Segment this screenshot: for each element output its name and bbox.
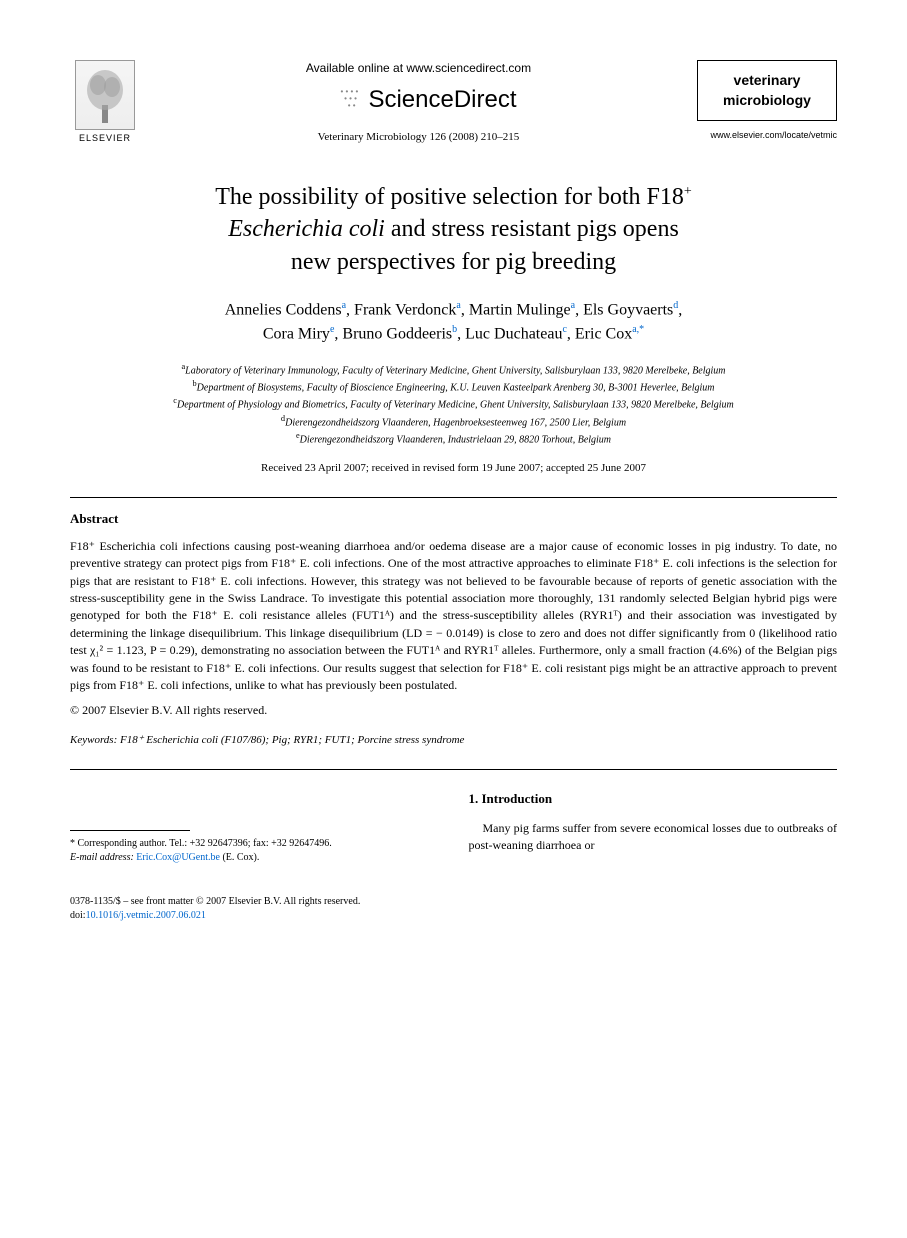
column-right: 1. Introduction Many pig farms suffer fr… [469,790,838,865]
affiliation-d: Dierengezondheidszorg Vlaanderen, Hagenb… [285,417,626,428]
sciencedirect-text: ScienceDirect [368,83,516,117]
affiliation-b: Department of Biosystems, Faculty of Bio… [197,382,715,393]
journal-name-line2: microbiology [706,91,828,111]
title-line2-rest: and stress resistant pigs opens [385,216,679,242]
article-title: The possibility of positive selection fo… [110,181,797,278]
corresponding-email-link[interactable]: Eric.Cox@UGent.be [136,852,220,863]
abstract-heading: Abstract [70,510,837,528]
corresponding-footnote: * Corresponding author. Tel.: +32 926473… [70,837,439,865]
author-name: Cora Miry [263,326,330,343]
author-name: Eric Cox [575,326,632,343]
sciencedirect-dots-icon [320,88,360,112]
author-aff: b [452,324,457,335]
abstract-text: F18⁺ Escherichia coli infections causing… [70,538,837,695]
rule-top [70,497,837,498]
footnote-rule [70,830,190,831]
journal-name-line1: veterinary [706,71,828,91]
email-suffix: (E. Cox). [220,852,259,863]
authors-block: Annelies Coddensa, Frank Verdoncka, Mart… [100,298,807,347]
keywords: Keywords: F18⁺ Escherichia coli (F107/86… [70,733,837,748]
available-online-text: Available online at www.sciencedirect.co… [160,60,677,77]
affiliation-a: Laboratory of Veterinary Immunology, Fac… [185,365,725,376]
article-dates: Received 23 April 2007; received in revi… [70,461,837,476]
journal-reference: Veterinary Microbiology 126 (2008) 210–2… [160,130,677,145]
author-name: Luc Duchateau [465,326,562,343]
abstract-copyright: © 2007 Elsevier B.V. All rights reserved… [70,702,837,719]
author-aff: a [342,300,346,311]
rule-bottom [70,769,837,770]
author-aff: a [456,300,460,311]
intro-paragraph: Many pig farms suffer from severe econom… [469,820,838,855]
author-name: Annelies Coddens [225,301,342,318]
author-name: Els Goyvaerts [583,301,673,318]
sciencedirect-logo: ScienceDirect [160,83,677,117]
journal-box: veterinary microbiology [697,60,837,121]
elsevier-logo: ELSEVIER [70,60,140,145]
affiliation-e: Dierengezondheidszorg Vlaanderen, Indust… [300,434,611,445]
abstract-body: F18⁺ Escherichia coli infections causing… [70,539,837,692]
header-row: ELSEVIER Available online at www.science… [70,60,837,146]
corresponding-asterisk: * [639,324,644,335]
two-column-area: * Corresponding author. Tel.: +32 926473… [70,790,837,865]
journal-box-container: veterinary microbiology www.elsevier.com… [697,60,837,142]
keywords-text: F18⁺ Escherichia coli (F107/86); Pig; RY… [117,734,464,746]
page-footer: 0378-1135/$ – see front matter © 2007 El… [70,895,837,923]
center-header: Available online at www.sciencedirect.co… [140,60,697,146]
doi-link[interactable]: 10.1016/j.vetmic.2007.06.021 [86,910,206,921]
elsevier-text: ELSEVIER [79,132,131,145]
column-left: * Corresponding author. Tel.: +32 926473… [70,790,439,865]
footer-line1: 0378-1135/$ – see front matter © 2007 El… [70,896,360,907]
affiliation-c: Department of Physiology and Biometrics,… [177,400,734,411]
corresponding-label: * Corresponding author. Tel.: +32 926473… [70,838,332,849]
email-label: E-mail address: [70,852,134,863]
affiliations-block: aLaboratory of Veterinary Immunology, Fa… [90,361,817,448]
author-aff: c [562,324,566,335]
section-1-heading: 1. Introduction [469,790,838,808]
journal-url: www.elsevier.com/locate/vetmic [697,129,837,142]
author-aff: a [571,300,575,311]
title-line1-pre: The possibility of positive selection fo… [215,184,684,210]
author-name: Martin Mulinge [469,301,571,318]
elsevier-tree-icon [75,60,135,130]
author-aff: d [673,300,678,311]
doi-label: doi: [70,910,86,921]
title-line3: new perspectives for pig breeding [291,249,616,275]
author-name: Bruno Goddeeris [342,326,452,343]
author-name: Frank Verdonck [354,301,456,318]
title-sup: + [684,184,692,199]
keywords-label: Keywords: [70,734,117,746]
title-line2-italic: Escherichia coli [228,216,385,242]
author-aff: e [330,324,334,335]
